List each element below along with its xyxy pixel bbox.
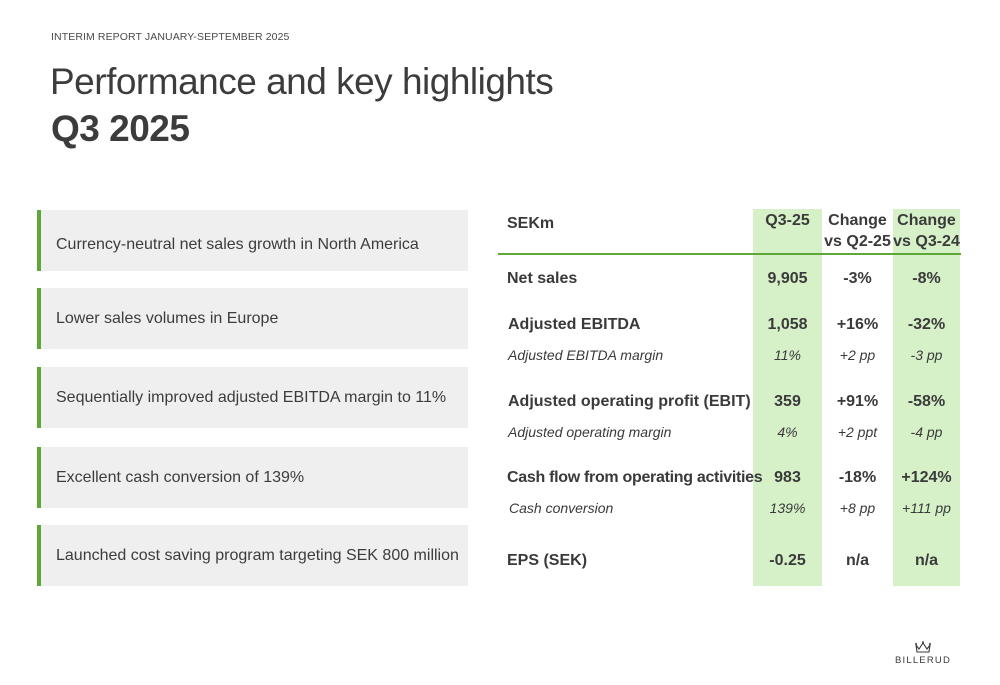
vs-q3-header-line1: Change [897,212,956,229]
vs-q2-column-header: Change vs Q2-25 [822,210,893,252]
billerud-logo: BILLERUD [890,641,956,666]
q3-column-header: Q3-25 [753,210,822,231]
row-q3-value: 1,058 [767,316,808,333]
logo-text: BILLERUD [894,655,952,666]
q3-column-background [753,209,822,586]
row-vs-q2-value: +16% [836,316,879,333]
highlight-item: Currency-neutral net sales growth in Nor… [37,210,468,271]
row-vs-q2-value: +8 pp [839,500,876,516]
vs-q3-column-header: Change vs Q3-24 [893,210,960,252]
row-vs-q2-value: -18% [838,469,877,486]
page-subtitle: Q3 2025 [51,108,190,149]
row-q3-value: 139% [769,500,806,516]
row-vs-q3-value: +124% [901,469,952,486]
vs-q3-header-line2: vs Q3-24 [893,233,960,250]
row-vs-q3-value: -4 pp [910,424,943,440]
row-label: Cash conversion [509,500,614,516]
row-vs-q3-value: -8% [912,270,941,287]
row-q3-value: 4% [777,424,798,440]
row-label: Adjusted EBITDA [508,316,641,333]
highlight-item: Sequentially improved adjusted EBITDA ma… [37,367,468,428]
row-vs-q3-value: -3 pp [910,347,943,363]
page-title: Performance and key highlights [50,61,554,102]
row-vs-q3-value: -32% [907,316,946,333]
table-header-divider [498,253,961,255]
row-q3-value: 359 [774,393,801,410]
row-q3-value: -0.25 [769,552,806,569]
highlight-item: Launched cost saving program targeting S… [37,525,468,586]
row-vs-q2-value: +91% [836,393,879,410]
highlight-item: Excellent cash conversion of 139% [37,447,468,508]
vs-q2-header-line1: Change [828,212,887,229]
row-label: Adjusted EBITDA margin [508,347,664,363]
vs-q2-header-line2: vs Q2-25 [824,233,891,250]
row-vs-q2-value: +2 ppt [837,424,878,440]
row-label: Adjusted operating profit (EBIT) [508,393,751,410]
q3-column-header-text: Q3-25 [765,212,810,229]
highlight-item: Lower sales volumes in Europe [37,288,468,349]
row-vs-q3-value: n/a [914,552,939,569]
highlight-text: Sequentially improved adjusted EBITDA ma… [56,388,447,406]
row-label: Cash flow from operating activities [507,469,763,486]
highlight-text: Currency-neutral net sales growth in Nor… [56,235,419,253]
row-q3-value: 9,905 [767,270,808,287]
row-q3-value: 11% [774,347,801,363]
highlight-text: Lower sales volumes in Europe [56,309,279,327]
report-kicker: INTERIM REPORT JANUARY-SEPTEMBER 2025 [51,31,290,43]
row-vs-q2-value: +2 pp [839,347,876,363]
crown-icon [915,641,931,653]
row-label: EPS (SEK) [507,552,588,569]
row-label: Net sales [507,270,578,287]
row-vs-q3-value: +111 pp [902,500,951,516]
row-vs-q2-value: n/a [845,552,870,569]
row-label: Adjusted operating margin [508,424,672,440]
highlight-text: Launched cost saving program targeting S… [56,546,459,564]
highlight-text: Excellent cash conversion of 139% [56,468,305,486]
row-q3-value: 983 [774,469,801,486]
row-vs-q3-value: -58% [907,393,946,410]
row-vs-q2-value: -3% [843,270,872,287]
vs-q3-24-column-background [893,209,960,586]
table-unit-header: SEKm [507,215,555,232]
